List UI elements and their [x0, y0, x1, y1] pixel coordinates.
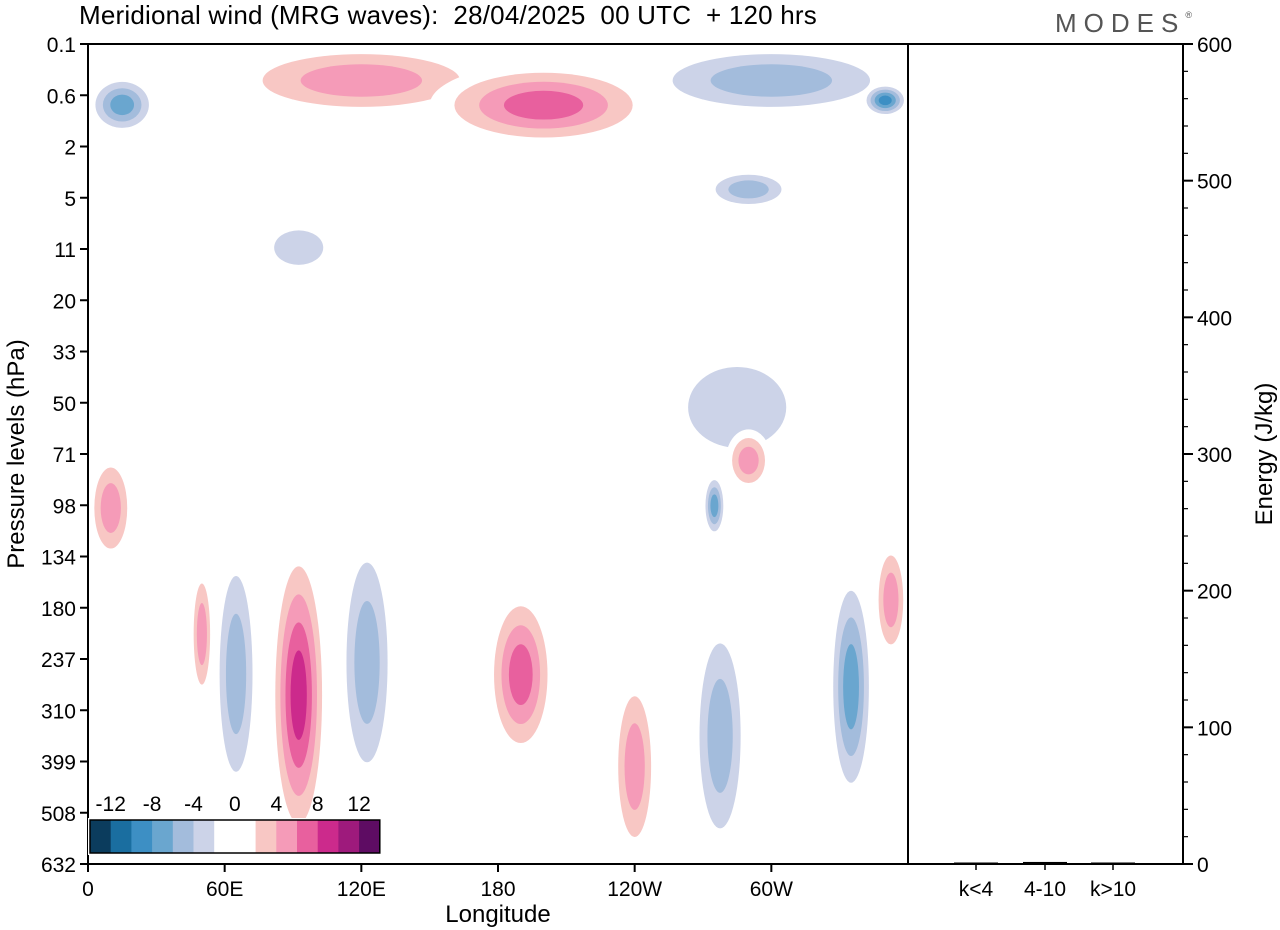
- wind-anomaly-contours: [88, 44, 908, 864]
- y-tick-label: 399: [41, 752, 76, 775]
- energy-bar: [954, 862, 998, 864]
- y-tick-label: 11: [54, 239, 76, 262]
- y-tick-label: 5: [64, 188, 76, 211]
- contour-region: [688, 366, 787, 448]
- y-tick-label: 180: [41, 598, 76, 621]
- energy-category-label: k>10: [1090, 878, 1136, 901]
- logo-text: MODES: [1055, 8, 1186, 38]
- y-tick-label: 20: [53, 290, 76, 313]
- colorbar-label: -12: [96, 793, 126, 816]
- colorbar-label: 4: [270, 793, 282, 816]
- colorbar-label: -8: [143, 793, 162, 816]
- y-tick-label: 98: [53, 495, 76, 518]
- colorbar-swatch: [172, 820, 194, 853]
- contour-region: [225, 613, 247, 735]
- energy-bars: k<4 4-10 k>10: [954, 861, 1136, 901]
- contour-region: [100, 483, 121, 533]
- y-tick-label: 237: [41, 649, 76, 672]
- energy-category-label: 4-10: [1024, 878, 1066, 901]
- contour-region: [110, 94, 135, 116]
- energy-category-label: k<4: [959, 878, 994, 901]
- contour-region: [503, 90, 584, 120]
- energy-axis-title: Energy (J/kg): [1251, 383, 1278, 526]
- contour-region: [728, 180, 769, 199]
- contour-region: [274, 230, 324, 265]
- y-tick-label: 2: [64, 137, 76, 160]
- contour-region: [883, 572, 899, 628]
- colorbar: -12 -8 -4 0 4 8 12: [88, 793, 382, 855]
- contour-region: [354, 600, 380, 724]
- x-tick-label: 120E: [337, 878, 386, 901]
- x-tick-label: 60E: [206, 878, 243, 901]
- x-tick-label: 0: [82, 878, 94, 901]
- x-tick-label: 120W: [607, 878, 662, 901]
- x-tick-label: 180: [480, 878, 515, 901]
- colorbar-swatch: [255, 820, 277, 853]
- y-tick-label: 33: [53, 342, 76, 365]
- colorbar-swatch: [152, 820, 174, 853]
- colorbar-label: -4: [184, 793, 203, 816]
- colorbar-swatch: [214, 820, 236, 853]
- contour-region: [196, 602, 207, 666]
- colorbar-swatch: [193, 820, 215, 853]
- longitude-axis: 0 60E 120E 180 120W 60W: [82, 864, 793, 901]
- x-tick-label: 60W: [750, 878, 793, 901]
- y-tick-label: 0.6: [47, 85, 76, 108]
- x-axis-title: Longitude: [445, 901, 550, 928]
- modes-logo: MODES®: [1055, 8, 1192, 38]
- colorbar-frame: [89, 819, 381, 854]
- heatmap-field: [88, 44, 908, 864]
- colorbar-swatch: [297, 820, 319, 853]
- contour-region: [738, 446, 759, 475]
- colorbar-label: 8: [312, 793, 324, 816]
- contour-region: [878, 95, 892, 106]
- y-tick-label: 632: [41, 854, 76, 877]
- energy-tick-label: 100: [1197, 717, 1232, 740]
- y-tick-label: 508: [41, 803, 76, 826]
- energy-tick-label: 200: [1197, 581, 1232, 604]
- energy-tick-label: 500: [1197, 171, 1232, 194]
- colorbar-swatch: [234, 820, 257, 853]
- colorbar-swatch: [131, 820, 153, 853]
- colorbar-swatch: [276, 820, 298, 853]
- colorbar-swatch: [338, 820, 360, 853]
- colorbar-swatch: [317, 820, 339, 853]
- contour-region: [843, 644, 859, 730]
- energy-bar: [1091, 862, 1135, 864]
- contour-region: [300, 64, 423, 97]
- chart-title: Meridional wind (MRG waves): 28/04/2025 …: [79, 0, 817, 30]
- y-tick-label: 134: [41, 547, 76, 570]
- colorbar-swatch: [110, 820, 132, 853]
- y-tick-label: 310: [41, 700, 76, 723]
- y-axis-title: Pressure levels (hPa): [3, 339, 30, 568]
- colorbar-swatch: [90, 820, 112, 853]
- y-tick-label: 50: [53, 393, 76, 416]
- contour-region: [710, 64, 833, 97]
- y-tick-label: 71: [53, 444, 76, 467]
- contour-region: [707, 678, 733, 793]
- pressure-axis: 0.1 0.6 2 5 11 20 33 50 71 98 134 180 237 310 399 508 63…: [41, 34, 88, 877]
- contour-region: [508, 644, 533, 706]
- energy-tick-label: 400: [1197, 307, 1232, 330]
- energy-axis: 0 100 200 300 400 500 600: [1183, 34, 1232, 877]
- colorbar-label: 12: [347, 793, 370, 816]
- energy-panel-frame: [907, 43, 1184, 865]
- energy-tick-label: 300: [1197, 444, 1232, 467]
- colorbar-label: 0: [229, 793, 241, 816]
- colorbar-swatch: [359, 820, 381, 853]
- contour-region: [290, 650, 307, 740]
- contour-region: [710, 494, 719, 518]
- energy-bar: [1023, 861, 1067, 864]
- y-tick-label: 0.1: [47, 34, 76, 57]
- energy-tick-label: 0: [1197, 854, 1209, 877]
- contour-region: [624, 723, 645, 810]
- energy-tick-label: 600: [1197, 34, 1232, 57]
